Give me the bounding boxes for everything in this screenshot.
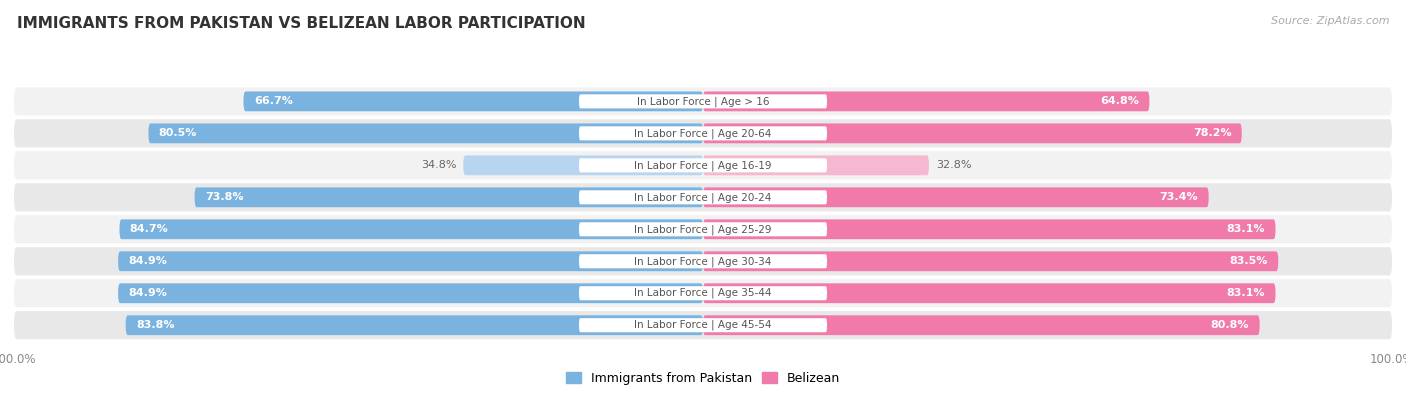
FancyBboxPatch shape xyxy=(14,183,1392,211)
Text: 83.5%: 83.5% xyxy=(1230,256,1268,266)
Text: In Labor Force | Age 30-34: In Labor Force | Age 30-34 xyxy=(634,256,772,267)
Text: In Labor Force | Age 35-44: In Labor Force | Age 35-44 xyxy=(634,288,772,299)
Text: 84.9%: 84.9% xyxy=(128,256,167,266)
FancyBboxPatch shape xyxy=(703,187,1209,207)
FancyBboxPatch shape xyxy=(14,119,1392,147)
FancyBboxPatch shape xyxy=(579,254,827,268)
Text: 64.8%: 64.8% xyxy=(1101,96,1139,106)
Text: 84.9%: 84.9% xyxy=(128,288,167,298)
FancyBboxPatch shape xyxy=(703,251,1278,271)
FancyBboxPatch shape xyxy=(579,222,827,236)
FancyBboxPatch shape xyxy=(14,151,1392,179)
Text: Source: ZipAtlas.com: Source: ZipAtlas.com xyxy=(1271,16,1389,26)
FancyBboxPatch shape xyxy=(703,219,1275,239)
FancyBboxPatch shape xyxy=(14,247,1392,275)
Text: 66.7%: 66.7% xyxy=(254,96,292,106)
FancyBboxPatch shape xyxy=(703,124,1241,143)
Text: In Labor Force | Age 45-54: In Labor Force | Age 45-54 xyxy=(634,320,772,331)
Text: IMMIGRANTS FROM PAKISTAN VS BELIZEAN LABOR PARTICIPATION: IMMIGRANTS FROM PAKISTAN VS BELIZEAN LAB… xyxy=(17,16,585,31)
FancyBboxPatch shape xyxy=(120,219,703,239)
FancyBboxPatch shape xyxy=(463,155,703,175)
Legend: Immigrants from Pakistan, Belizean: Immigrants from Pakistan, Belizean xyxy=(561,367,845,390)
Text: In Labor Force | Age 25-29: In Labor Force | Age 25-29 xyxy=(634,224,772,235)
FancyBboxPatch shape xyxy=(703,283,1275,303)
FancyBboxPatch shape xyxy=(118,251,703,271)
FancyBboxPatch shape xyxy=(703,155,929,175)
FancyBboxPatch shape xyxy=(579,94,827,108)
FancyBboxPatch shape xyxy=(14,311,1392,339)
FancyBboxPatch shape xyxy=(703,92,1150,111)
Text: In Labor Force | Age 20-24: In Labor Force | Age 20-24 xyxy=(634,192,772,203)
Text: 32.8%: 32.8% xyxy=(936,160,972,170)
FancyBboxPatch shape xyxy=(703,315,1260,335)
Text: 83.1%: 83.1% xyxy=(1226,288,1265,298)
Text: 84.7%: 84.7% xyxy=(129,224,169,234)
Text: 73.4%: 73.4% xyxy=(1160,192,1198,202)
FancyBboxPatch shape xyxy=(579,318,827,332)
Text: 80.5%: 80.5% xyxy=(159,128,197,138)
FancyBboxPatch shape xyxy=(579,286,827,300)
Text: In Labor Force | Age > 16: In Labor Force | Age > 16 xyxy=(637,96,769,107)
Text: 83.1%: 83.1% xyxy=(1226,224,1265,234)
FancyBboxPatch shape xyxy=(579,126,827,140)
FancyBboxPatch shape xyxy=(194,187,703,207)
FancyBboxPatch shape xyxy=(579,190,827,204)
FancyBboxPatch shape xyxy=(125,315,703,335)
Text: 78.2%: 78.2% xyxy=(1192,128,1232,138)
Text: 34.8%: 34.8% xyxy=(420,160,457,170)
Text: In Labor Force | Age 16-19: In Labor Force | Age 16-19 xyxy=(634,160,772,171)
FancyBboxPatch shape xyxy=(118,283,703,303)
FancyBboxPatch shape xyxy=(14,215,1392,243)
FancyBboxPatch shape xyxy=(149,124,703,143)
FancyBboxPatch shape xyxy=(579,158,827,172)
Text: In Labor Force | Age 20-64: In Labor Force | Age 20-64 xyxy=(634,128,772,139)
Text: 80.8%: 80.8% xyxy=(1211,320,1250,330)
FancyBboxPatch shape xyxy=(14,279,1392,307)
FancyBboxPatch shape xyxy=(243,92,703,111)
Text: 73.8%: 73.8% xyxy=(205,192,243,202)
Text: 83.8%: 83.8% xyxy=(136,320,174,330)
FancyBboxPatch shape xyxy=(14,87,1392,115)
